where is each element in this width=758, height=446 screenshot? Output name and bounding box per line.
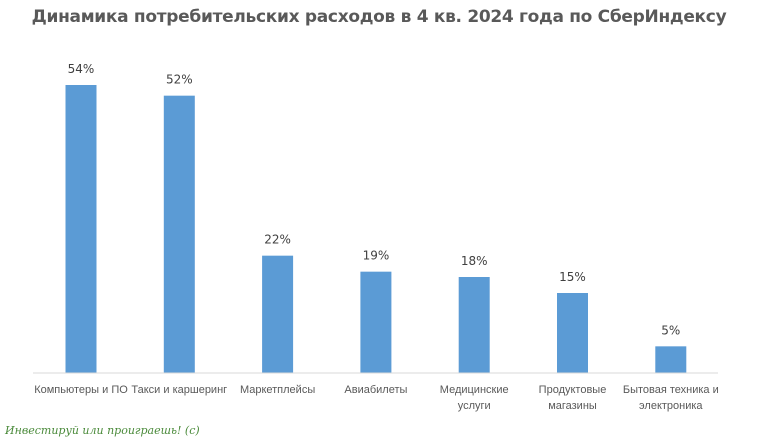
category-label: Такси и каршеринг [131,384,227,396]
data-label: 19% [363,249,390,263]
data-label: 5% [661,323,680,337]
data-label: 15% [559,270,586,284]
category-label: Продуктовые [539,384,607,396]
category-label: Авиабилеты [344,384,407,396]
category-label: Бытовая техника и [623,384,719,396]
data-label: 22% [264,233,291,247]
category-label: Компьютеры и ПО [34,384,128,396]
category-label: магазины [548,400,597,412]
watermark: Инвестируй или проиграешь! (с) [5,424,200,437]
data-label: 52% [166,73,193,87]
data-label: 18% [461,254,488,268]
category-label: Медицинские [440,384,509,396]
bar [557,293,588,373]
bar [655,346,687,373]
data-label: 54% [68,62,95,76]
bar [360,271,392,373]
category-label: Маркетплейсы [240,384,315,396]
bar [65,85,97,373]
bar [262,255,294,373]
category-label: электроника [639,400,703,412]
bar [163,95,195,374]
bar [458,277,490,373]
chart-title: Динамика потребительских расходов в 4 кв… [31,7,727,27]
category-label: услуги [458,400,491,412]
